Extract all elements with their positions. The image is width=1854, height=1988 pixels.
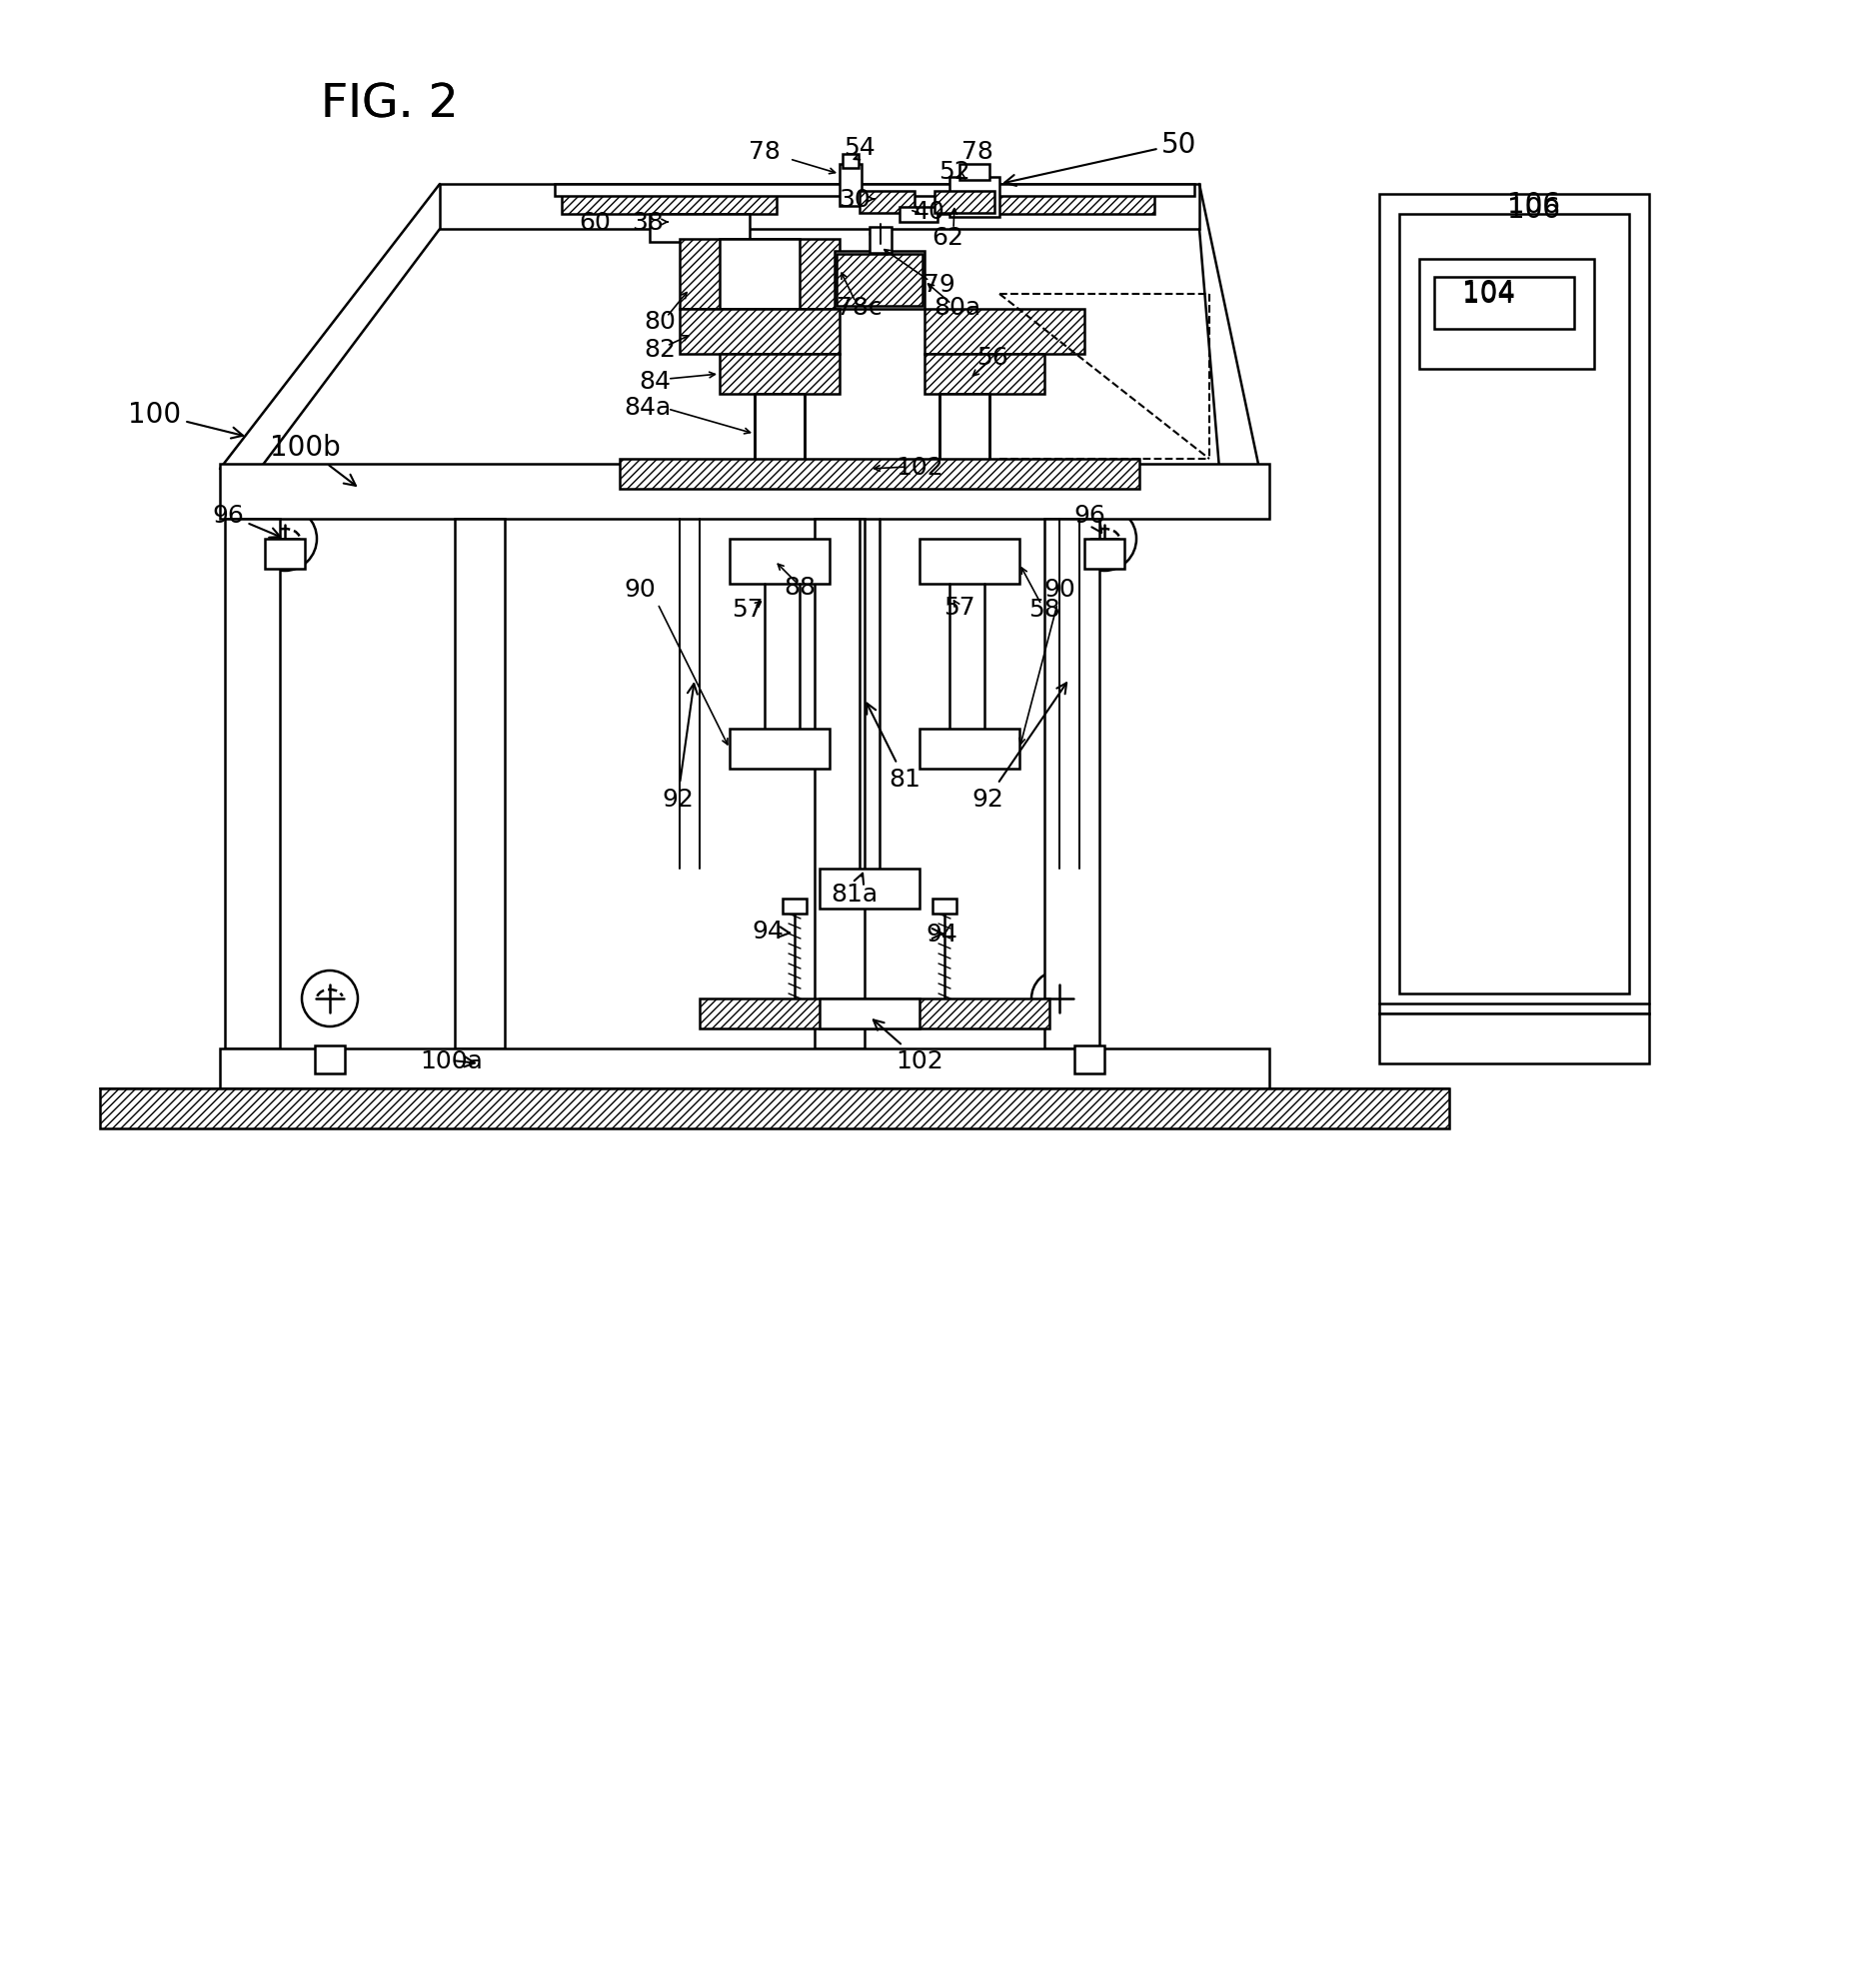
Text: 57: 57: [944, 594, 975, 620]
Bar: [454, 519, 504, 1050]
Text: 30: 30: [838, 187, 870, 213]
Bar: [834, 252, 923, 310]
Bar: [619, 459, 1138, 489]
Bar: [938, 193, 1153, 215]
Bar: [679, 310, 840, 354]
Text: 94: 94: [925, 922, 957, 946]
Bar: [315, 1046, 345, 1074]
Text: 60: 60: [578, 211, 610, 235]
Bar: [679, 241, 840, 310]
Bar: [554, 185, 1194, 197]
Bar: [959, 165, 988, 181]
Text: 78: 78: [749, 139, 781, 163]
Text: 58: 58: [1027, 598, 1060, 622]
Text: 78: 78: [960, 139, 994, 163]
Text: 104: 104: [1463, 280, 1515, 308]
Text: 92: 92: [662, 684, 697, 811]
Bar: [1418, 260, 1593, 370]
Text: 88: 88: [782, 575, 816, 600]
Text: 102: 102: [873, 1020, 944, 1074]
Bar: [923, 310, 1085, 354]
Bar: [729, 730, 829, 769]
Text: 96: 96: [1073, 503, 1105, 533]
Bar: [949, 177, 999, 219]
Bar: [100, 1089, 1448, 1129]
Text: 100b: 100b: [269, 433, 356, 487]
Bar: [1379, 1014, 1648, 1064]
Bar: [1398, 215, 1628, 994]
Bar: [1433, 278, 1574, 330]
Text: 90: 90: [1044, 577, 1075, 602]
Bar: [920, 539, 1020, 584]
Bar: [719, 241, 799, 310]
Text: 80: 80: [643, 310, 675, 334]
Bar: [899, 209, 936, 223]
Bar: [221, 1050, 1268, 1089]
Bar: [858, 191, 914, 215]
Bar: [224, 519, 280, 1050]
Text: 90: 90: [623, 577, 654, 602]
Bar: [933, 899, 957, 914]
Text: 79: 79: [923, 272, 955, 296]
Bar: [562, 193, 777, 215]
Text: 62: 62: [931, 227, 962, 250]
Text: 81a: 81a: [831, 875, 877, 907]
Text: 104: 104: [1463, 278, 1515, 306]
Text: FIG. 2: FIG. 2: [321, 82, 458, 127]
Text: 78c: 78c: [836, 296, 883, 320]
Bar: [938, 394, 988, 479]
Bar: [649, 215, 749, 243]
Bar: [819, 869, 920, 909]
Bar: [870, 229, 892, 254]
Text: 106: 106: [1507, 191, 1559, 219]
Bar: [840, 165, 860, 207]
Bar: [699, 1000, 1049, 1030]
Text: 38: 38: [632, 211, 664, 235]
Text: 80a: 80a: [933, 296, 981, 320]
Text: 92: 92: [971, 684, 1066, 811]
Bar: [1085, 539, 1124, 569]
Bar: [439, 185, 1200, 231]
Bar: [782, 899, 806, 914]
Bar: [755, 394, 805, 479]
Text: 52: 52: [938, 159, 970, 183]
Bar: [1044, 519, 1099, 1050]
Bar: [923, 354, 1044, 394]
Bar: [719, 354, 840, 394]
Text: 84: 84: [638, 370, 671, 394]
Bar: [729, 539, 829, 584]
Text: 84a: 84a: [623, 396, 671, 419]
Text: 106: 106: [1507, 195, 1559, 225]
Bar: [1073, 1046, 1103, 1074]
Text: 82: 82: [643, 338, 675, 362]
Text: 50: 50: [1003, 131, 1196, 187]
Bar: [265, 539, 304, 569]
Bar: [814, 519, 864, 1050]
Text: 100a: 100a: [421, 1050, 482, 1074]
Text: 96: 96: [211, 503, 280, 539]
Bar: [1379, 195, 1648, 1014]
Bar: [819, 1000, 920, 1030]
Bar: [934, 191, 994, 215]
Text: 54: 54: [844, 135, 875, 159]
Text: 81: 81: [866, 704, 920, 791]
Text: 56: 56: [975, 346, 1009, 370]
Text: 100: 100: [128, 402, 243, 439]
Bar: [221, 465, 1268, 519]
Bar: [920, 730, 1020, 769]
Text: 94: 94: [751, 918, 790, 942]
Text: 40: 40: [912, 201, 946, 225]
Text: FIG. 2: FIG. 2: [321, 82, 458, 127]
Bar: [842, 155, 858, 169]
Bar: [836, 254, 921, 306]
Text: 102: 102: [895, 455, 944, 479]
Text: 57: 57: [730, 598, 764, 622]
